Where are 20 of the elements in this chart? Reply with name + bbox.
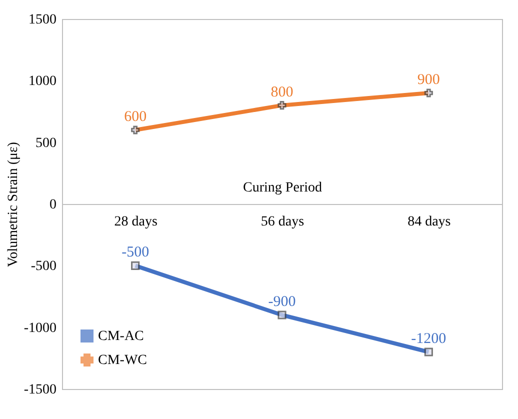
data-label: 600 <box>124 109 147 125</box>
data-label: -1200 <box>411 331 446 347</box>
legend-label: CM-AC <box>98 329 144 344</box>
x-axis-title: Curing Period <box>243 180 322 196</box>
data-label: 900 <box>417 72 440 88</box>
y-tick-label: 1500 <box>28 12 56 28</box>
y-tick-label: -1000 <box>24 320 56 336</box>
data-label: 800 <box>270 84 294 100</box>
x-tick-label: 84 days <box>408 214 451 230</box>
y-tick-label: 1000 <box>28 74 56 90</box>
data-label: -500 <box>122 244 150 261</box>
x-tick-label: 28 days <box>114 214 158 230</box>
y-axis-title: Volumetric Strain (με) <box>6 142 21 268</box>
y-tick-label: 0 <box>50 198 56 212</box>
x-tick-label: 56 days <box>260 214 304 230</box>
y-tick-label: -500 <box>30 259 56 274</box>
data-label: -900 <box>268 294 296 310</box>
y-tick-label: -1500 <box>24 382 56 398</box>
legend-label: CM-WC <box>98 353 147 368</box>
y-tick-label: 500 <box>36 136 56 151</box>
